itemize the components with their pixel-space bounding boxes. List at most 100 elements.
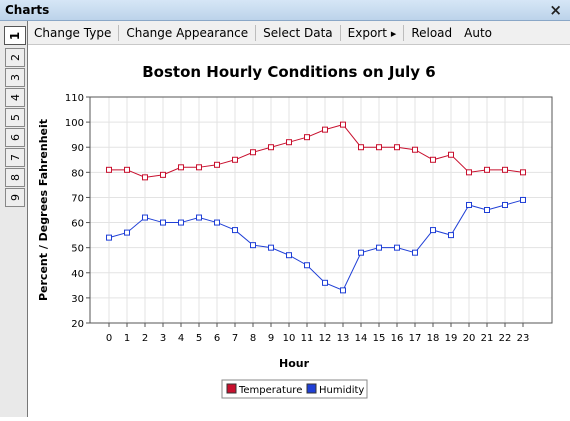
tab-9[interactable]: 9	[5, 188, 25, 207]
x-tick-label: 14	[355, 333, 368, 344]
y-tick-label: 90	[71, 143, 84, 154]
legend-frame	[221, 379, 368, 399]
reload-button[interactable]: Reload	[411, 25, 453, 40]
data-point	[142, 174, 148, 181]
auto-button[interactable]: Auto	[464, 25, 493, 40]
data-point	[268, 244, 274, 251]
y-tick-label: 30	[71, 294, 84, 305]
tab-label: 9	[8, 194, 22, 201]
x-tick-label: 4	[178, 333, 184, 344]
x-tick-label: 13	[337, 333, 350, 344]
tab-label: 6	[8, 134, 22, 141]
x-tick-label: 21	[481, 333, 494, 344]
tab-5[interactable]: 5	[5, 108, 25, 127]
data-point	[502, 166, 508, 173]
data-point	[358, 144, 364, 151]
data-point	[304, 262, 310, 269]
data-point	[124, 229, 130, 236]
x-tick-label: 10	[283, 333, 296, 344]
series-line-temperature	[109, 124, 524, 178]
y-axis-label: Percent / Degrees Fahrenheit	[37, 119, 50, 301]
tab-4[interactable]: 4	[5, 88, 25, 107]
tab-6[interactable]: 6	[5, 128, 25, 147]
chart-toolbar: Change Type Change Appearance Select Dat…	[28, 21, 570, 45]
y-tick-label: 110	[65, 93, 84, 104]
y-tick-label: 60	[71, 219, 84, 230]
x-tick-label: 18	[427, 333, 440, 344]
tab-label: 5	[8, 114, 22, 121]
data-point	[358, 249, 364, 256]
data-point	[232, 227, 238, 234]
close-icon[interactable]: ×	[549, 1, 562, 19]
tab-label: 8	[8, 174, 22, 181]
legend-swatch-humidity	[306, 383, 317, 394]
x-tick-label: 19	[445, 333, 458, 344]
legend-swatch-temperature	[226, 383, 237, 394]
window-title-bar: Charts ×	[0, 0, 570, 21]
tab-8[interactable]: 8	[5, 168, 25, 187]
x-tick-label: 0	[106, 333, 112, 344]
series-temperature	[106, 121, 526, 181]
data-point	[196, 214, 202, 221]
data-point	[304, 134, 310, 141]
x-axis-ticks: 0 1 2 3 4 5 6 7 8 9 10 11 12 13 14 15 16 17 18 19 20 21 22 23	[106, 323, 530, 344]
x-tick-label: 17	[409, 333, 422, 344]
data-point	[520, 169, 526, 176]
data-point	[484, 166, 490, 173]
export-label: Export	[347, 25, 387, 40]
legend: Temperature Humidity	[221, 379, 368, 399]
data-point	[178, 219, 184, 226]
export-menu-button[interactable]: Export ▶	[342, 26, 403, 40]
y-axis-ticks: 20 30 40 50 60 70 80 90 100 110	[65, 93, 90, 330]
x-tick-label: 16	[391, 333, 404, 344]
series-layer	[106, 121, 526, 294]
select-data-button[interactable]: Select Data	[263, 25, 333, 40]
data-point	[268, 144, 274, 151]
tab-label: 7	[8, 154, 22, 161]
toolbar-separator	[403, 24, 405, 41]
data-point	[196, 164, 202, 171]
tab-1[interactable]: 1	[4, 26, 26, 45]
x-tick-label: 8	[250, 333, 256, 344]
x-tick-label: 23	[517, 333, 530, 344]
x-tick-label: 11	[301, 333, 314, 344]
data-point	[412, 249, 418, 256]
data-point	[322, 279, 328, 286]
toolbar-separator	[118, 24, 120, 41]
x-tick-label: 15	[373, 333, 386, 344]
tab-2[interactable]: 2	[5, 48, 25, 67]
data-point	[286, 139, 292, 146]
tab-7[interactable]: 7	[5, 148, 25, 167]
data-point	[376, 144, 382, 151]
x-tick-label: 7	[232, 333, 238, 344]
data-point	[466, 201, 472, 208]
data-point	[214, 161, 220, 168]
tab-3[interactable]: 3	[5, 68, 25, 87]
change-type-button[interactable]: Change Type	[34, 25, 112, 40]
x-tick-label: 9	[268, 333, 274, 344]
toolbar-separator	[339, 24, 341, 41]
y-tick-label: 100	[65, 118, 84, 129]
data-point	[448, 151, 454, 158]
x-tick-label: 22	[499, 333, 512, 344]
x-tick-label: 6	[214, 333, 220, 344]
data-point	[376, 244, 382, 251]
window-title: Charts	[5, 3, 50, 17]
data-point	[394, 244, 400, 251]
x-tick-label: 12	[319, 333, 332, 344]
chart-svg: Boston Hourly Conditions on July 6 20304…	[37, 63, 553, 399]
toolbar-separator	[255, 24, 257, 41]
x-axis-label: Hour	[279, 357, 310, 370]
x-tick-label: 3	[160, 333, 166, 344]
data-point	[466, 169, 472, 176]
x-tick-label: 20	[463, 333, 476, 344]
change-appearance-button[interactable]: Change Appearance	[126, 25, 249, 40]
y-tick-label: 80	[71, 168, 84, 179]
data-point	[250, 149, 256, 156]
legend-label-temperature: Temperature	[238, 385, 302, 396]
data-point	[484, 207, 490, 213]
data-point	[106, 234, 112, 241]
chart-title: Boston Hourly Conditions on July 6	[142, 63, 435, 81]
data-point	[250, 242, 256, 249]
data-point	[412, 146, 418, 153]
